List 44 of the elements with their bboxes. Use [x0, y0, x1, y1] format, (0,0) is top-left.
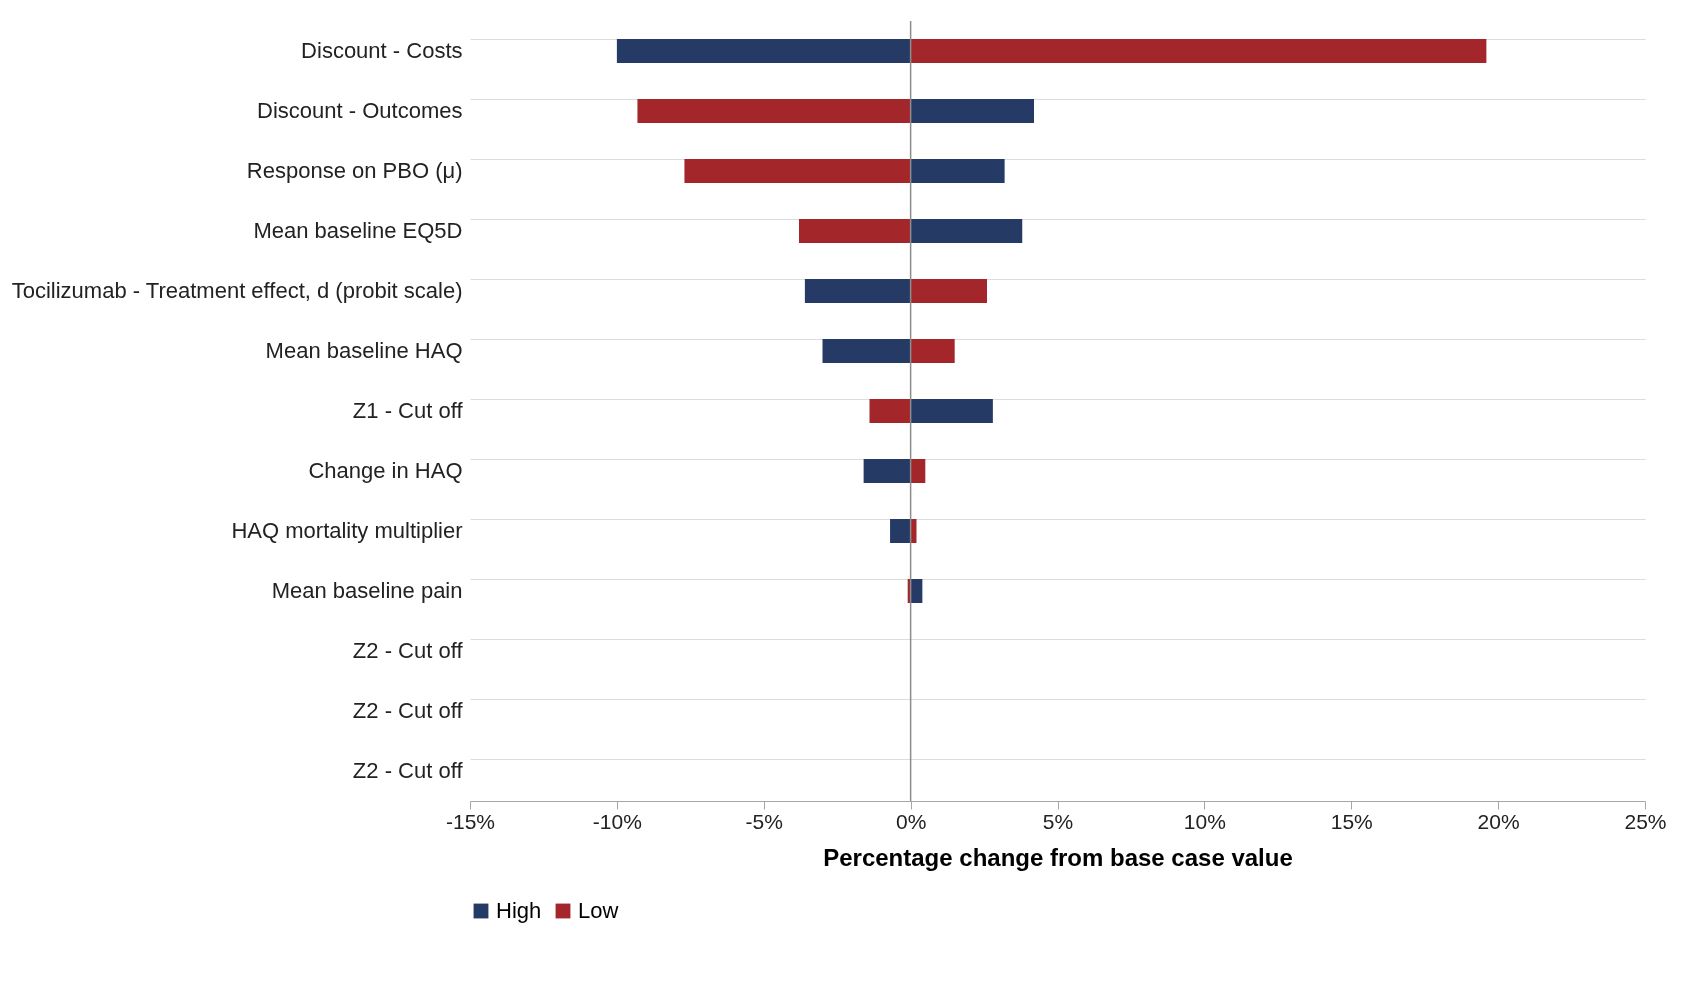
bar — [684, 159, 911, 183]
bar — [910, 399, 993, 423]
bar — [910, 339, 955, 363]
bar — [910, 459, 926, 483]
x-tick-label: 15% — [1330, 809, 1373, 833]
bar — [910, 219, 1023, 243]
bar — [637, 99, 911, 123]
bar — [910, 159, 1005, 183]
y-tick-label: Z2 - Cut off — [352, 698, 464, 723]
bar — [822, 339, 911, 363]
bar — [890, 519, 911, 543]
bar — [869, 399, 911, 423]
bar — [799, 219, 911, 243]
bar — [863, 459, 911, 483]
y-tick-label: Z1 - Cut off — [352, 398, 464, 423]
x-tick-label: 20% — [1477, 809, 1520, 833]
legend-label: High — [496, 898, 542, 923]
x-tick-label: -5% — [745, 809, 783, 833]
y-tick-label: Tocilizumab - Treatment effect, d (probit scale) — [11, 278, 463, 303]
y-tick-label: Mean baseline pain — [271, 578, 463, 603]
x-tick-label: -10% — [592, 809, 642, 833]
bar — [910, 519, 917, 543]
y-tick-label: Discount - Costs — [301, 38, 463, 63]
bar — [910, 279, 987, 303]
x-tick-label: 0% — [895, 809, 927, 833]
y-tick-label: HAQ mortality multiplier — [231, 518, 463, 543]
x-tick-label: 5% — [1042, 809, 1074, 833]
y-tick-label: Mean baseline EQ5D — [253, 218, 463, 243]
y-tick-label: Z2 - Cut off — [352, 638, 464, 663]
y-tick-label: Change in HAQ — [308, 458, 463, 483]
bar — [910, 99, 1034, 123]
x-tick-label: 25% — [1624, 809, 1667, 833]
x-tick-label: -15% — [445, 809, 496, 833]
bar — [804, 279, 911, 303]
y-tick-label: Response on PBO (μ) — [246, 158, 463, 183]
bar — [910, 579, 923, 603]
x-axis-title: Percentage change from base case value — [823, 843, 1293, 871]
bar — [616, 39, 911, 63]
bar — [910, 39, 1487, 63]
y-tick-label: Discount - Outcomes — [257, 98, 463, 123]
x-tick-label: 10% — [1183, 809, 1226, 833]
legend-label: Low — [578, 898, 619, 923]
y-tick-label: Z2 - Cut off — [352, 758, 464, 783]
y-tick-label: Mean baseline HAQ — [265, 338, 463, 363]
